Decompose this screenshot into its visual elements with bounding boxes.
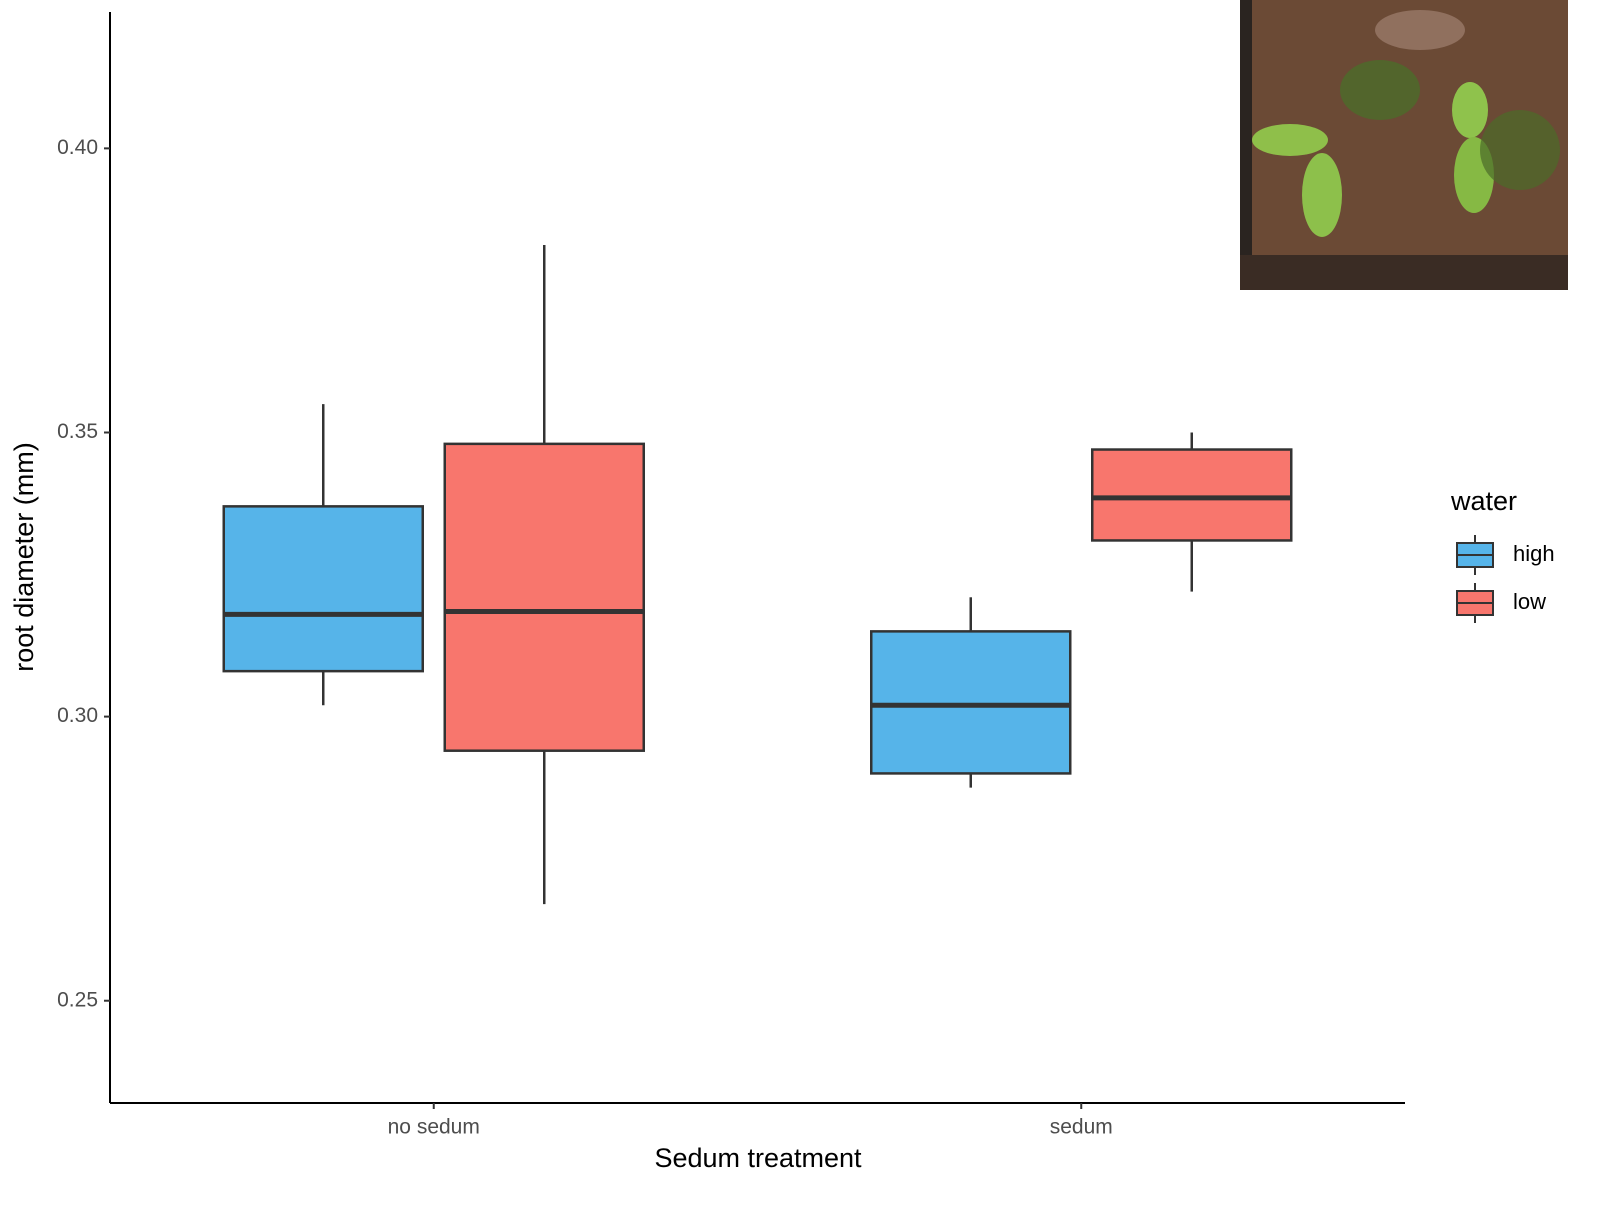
x-tick-label: sedum [1050, 1116, 1113, 1139]
box [224, 506, 423, 671]
x-axis-title: Sedum treatment [654, 1143, 862, 1173]
box [871, 631, 1070, 773]
y-tick-label: 0.40 [57, 136, 98, 159]
y-tick-label: 0.25 [57, 988, 98, 1011]
legend-label: high [1513, 541, 1555, 566]
photo-inset [1240, 0, 1568, 290]
box [445, 444, 644, 751]
legend-label: low [1513, 589, 1546, 614]
x-tick-label: no sedum [388, 1116, 480, 1139]
chart: Sedum treatment root diameter (mm) water… [0, 0, 1606, 1206]
legend-title: water [1450, 486, 1517, 516]
y-tick-label: 0.35 [57, 420, 98, 443]
page: {"chart_data": {"type": "box", "x_label"… [0, 0, 1606, 1206]
box [1092, 450, 1291, 541]
y-axis-title: root diameter (mm) [9, 442, 39, 672]
y-tick-label: 0.30 [57, 704, 98, 727]
